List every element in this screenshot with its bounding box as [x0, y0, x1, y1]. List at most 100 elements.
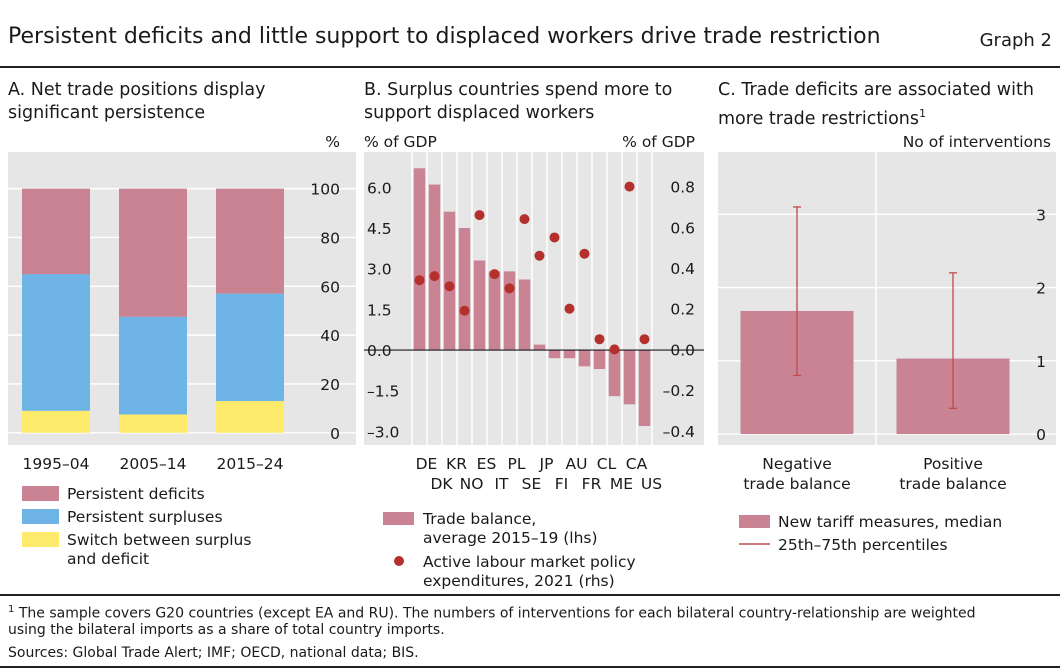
panel-b-legend-swatch-dot [394, 556, 404, 566]
panel-b-xtick-label: FR [582, 475, 602, 493]
panel-b-xtick-label: IT [494, 475, 509, 493]
panel-b-ytick-right: –0.4 [663, 423, 695, 441]
panel-b-ytick-left: 6.0 [367, 179, 392, 197]
panel-c-title-sup: 1 [919, 107, 926, 120]
panel-c-legend-label: 25th–75th percentiles [778, 536, 948, 554]
panel-b-xtick-label: FI [555, 475, 569, 493]
footnote: 1 The sample covers G20 countries (excep… [8, 599, 1056, 625]
panel-b-bar-trade-balance [593, 350, 606, 370]
panel-b-ytick-right: –0.2 [663, 382, 695, 400]
panel-b-bar-trade-balance [548, 350, 561, 359]
footnote-line2: using the bilateral imports as a share o… [8, 622, 445, 638]
panel-c-legend-swatch-bar [739, 515, 770, 528]
panel-b-title: B. Surplus countries spend more to suppo… [364, 79, 672, 125]
panel-b-xtick-label: ES [477, 455, 497, 473]
bottom-rule [0, 666, 1060, 668]
panel-b-dot-almp [444, 281, 455, 292]
panel-b-bar-trade-balance [488, 271, 501, 351]
panel-b-dot-almp [474, 210, 485, 221]
panel-b-dot-almp [564, 303, 575, 314]
panel-b-bar-trade-balance [608, 350, 621, 397]
panel-c-xtick-label: trade balance [743, 475, 850, 493]
panel-a-bar-deficit [216, 188, 284, 294]
panel-a-legend-swatch [22, 509, 59, 524]
panel-b-ytick-right: 0.2 [670, 301, 695, 319]
panel-b-bar-trade-balance [518, 279, 531, 351]
panel-b-xtick-label: CL [597, 455, 617, 473]
footnote-rule [0, 594, 1060, 596]
panel-a-title-line1: A. Net trade positions display [8, 80, 266, 100]
panel-b-xtick-label: CA [626, 455, 648, 473]
panel-b-legend-swatch-bar [383, 512, 414, 525]
panel-b-dot-almp [624, 181, 635, 192]
panel-b-bar-trade-balance [473, 260, 486, 351]
panel-c-title-line1: C. Trade deficits are associated with [718, 80, 1034, 100]
panel-b-title-line1: B. Surplus countries spend more to [364, 80, 673, 100]
panel-c-ytick-label: 2 [1036, 280, 1046, 298]
panel-b-ytick-right: 0.6 [670, 219, 695, 237]
panel-b-ytick-left: 1.5 [367, 301, 392, 319]
panel-a-bar-switch [119, 414, 187, 433]
panel-c-ylabel: No of interventions [903, 133, 1051, 151]
panel-a-ytick-label: 80 [320, 229, 340, 247]
panel-a-xtick-label: 2015–24 [217, 455, 284, 473]
panel-b-ytick-right: 0.4 [670, 260, 695, 278]
panel-b-bar-trade-balance [578, 350, 591, 367]
header-rule [0, 66, 1060, 68]
panel-b-ytick-right: 0.8 [670, 179, 695, 197]
panel-b-xtick-label: ME [610, 475, 633, 493]
panel-b-legend-label: average 2015–19 (lhs) [423, 529, 598, 547]
panel-b-bar-trade-balance [563, 350, 576, 359]
panel-b-bar-trade-balance [503, 271, 516, 351]
panel-b-ytick-left: 4.5 [367, 220, 392, 238]
page-title: Persistent deficits and little support t… [8, 24, 881, 49]
panel-b-xtick-label: KR [446, 455, 467, 473]
panel-a-ytick-label: 60 [320, 278, 340, 296]
panel-b-xtick-label: PL [508, 455, 526, 473]
panel-a-ytick-label: 100 [310, 181, 340, 199]
panel-b-ylabel-right: % of GDP [622, 133, 695, 151]
panel-b-dot-almp [489, 269, 500, 280]
graph-label: Graph 2 [979, 30, 1052, 51]
panel-b-ylabel-left: % of GDP [364, 133, 437, 151]
panel-b-dot-almp [429, 271, 440, 282]
panel-b-dot-almp [639, 334, 650, 345]
panel-b-title-line2: support displaced workers [364, 103, 595, 123]
panel-a-bar-deficit [22, 188, 90, 275]
panel-a-bar-deficit [119, 188, 187, 317]
panel-a-bar-switch [216, 401, 284, 433]
panel-b-dot-almp [414, 275, 425, 286]
panel-b-dot-almp [609, 344, 620, 355]
panel-a-title-line2: significant persistence [8, 103, 206, 123]
panel-a-legend-swatch [22, 486, 59, 501]
panel-b-bar-trade-balance [458, 227, 471, 351]
panel-a-bar-switch [22, 410, 90, 433]
panel-b-xtick-label: US [641, 475, 662, 493]
panel-a-title: A. Net trade positions display significa… [8, 79, 265, 125]
panel-b-xtick-label: JP [539, 455, 554, 473]
panel-b-bar-trade-balance [413, 168, 426, 351]
footnote-marker: 1 [8, 604, 15, 615]
panel-c-legend-label: New tariff measures, median [778, 513, 1002, 531]
panel-b-dot-almp [549, 232, 560, 243]
panel-b-bar-trade-balance [623, 350, 636, 405]
panel-a-bar-surplus [119, 316, 187, 415]
panel-b-dot-almp [504, 283, 515, 294]
panel-b-bar-trade-balance [443, 211, 456, 351]
panel-c-ytick-label: 0 [1036, 426, 1046, 444]
panel-b-xtick-label: NO [460, 475, 484, 493]
panel-a-legend-label: Switch between surplus [67, 531, 251, 549]
panel-b-legend-label: Trade balance, [422, 510, 536, 528]
panel-b-dot-almp [579, 248, 590, 259]
panel-a-ytick-label: 0 [330, 425, 340, 443]
panel-c-title: C. Trade deficits are associated with mo… [718, 79, 1034, 131]
panel-a-xtick-label: 2005–14 [120, 455, 187, 473]
panel-b-ytick-left: –3.0 [367, 423, 399, 441]
panel-b-legend-label: Active labour market policy [423, 553, 636, 571]
panel-a-bar-surplus [216, 293, 284, 402]
panel-b-xtick-label: SE [522, 475, 542, 493]
panel-a-ytick-label: 20 [320, 376, 340, 394]
panel-b-bar-trade-balance [533, 344, 546, 351]
panel-b-bar-trade-balance [638, 350, 651, 427]
